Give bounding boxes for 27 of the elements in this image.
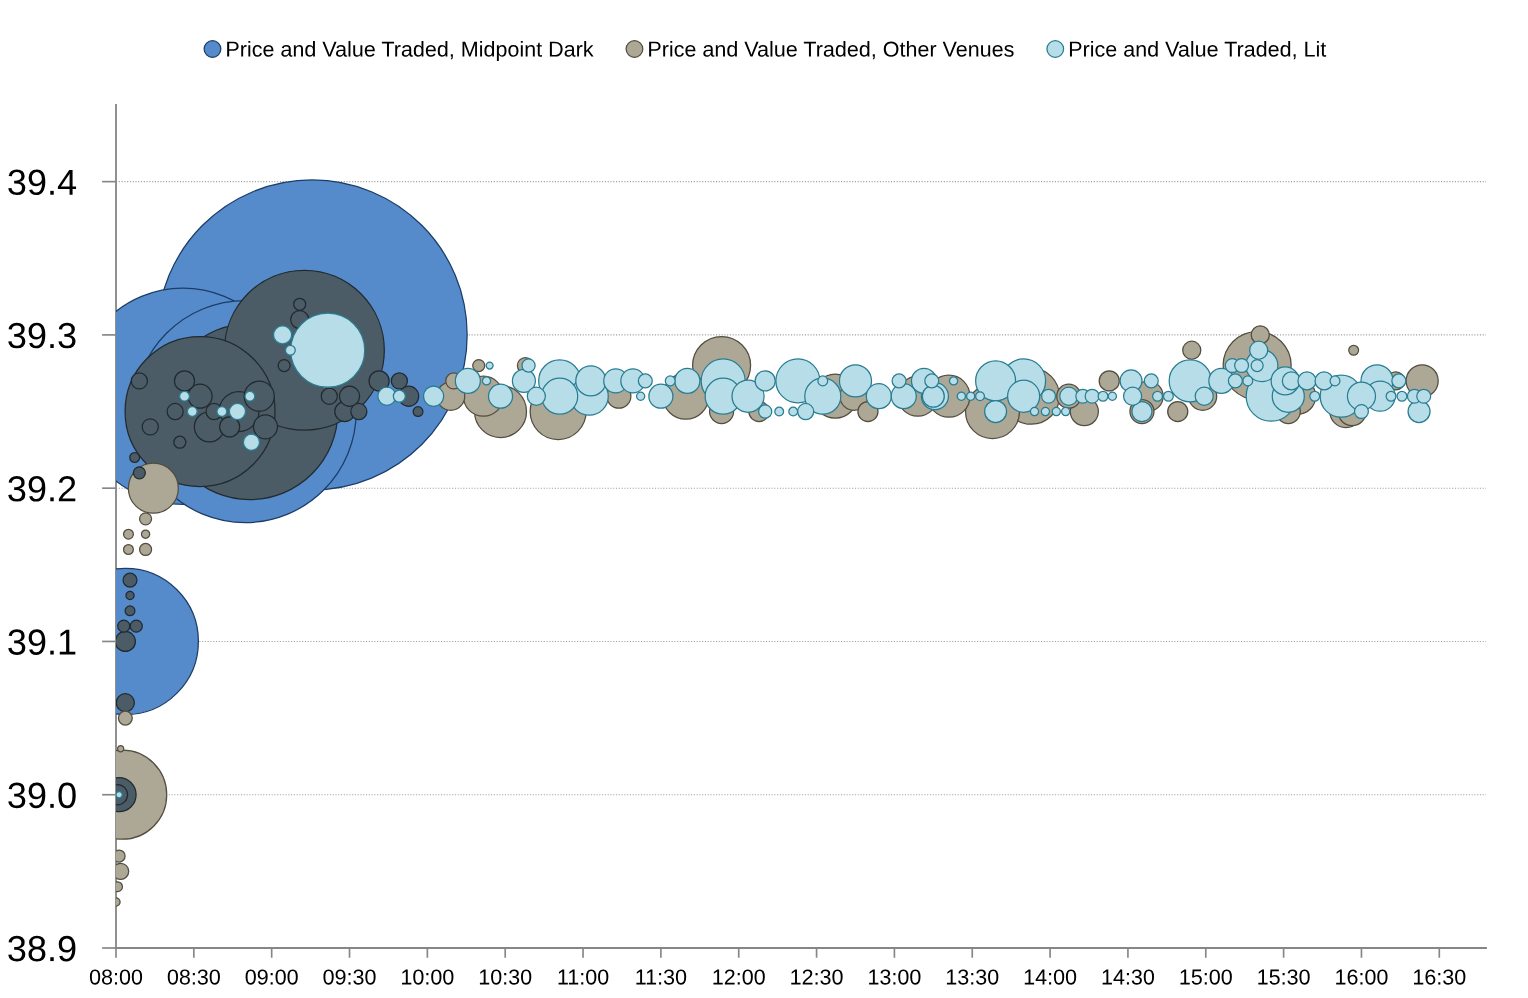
x-tick-label: 08:30: [167, 969, 220, 985]
x-tick-label: 11:00: [558, 969, 609, 985]
x-tick-label: 15:30: [1258, 969, 1310, 985]
y-tick-label: 39.2: [8, 476, 76, 502]
legend-label: Price and Value Traded, Other Venues: [649, 40, 1014, 60]
x-tick-label: 12:30: [791, 969, 843, 985]
x-tick-label: 16:30: [1414, 969, 1466, 985]
x-tick-label: 14:00: [1024, 969, 1077, 985]
x-tick-label: 14:30: [1102, 969, 1155, 985]
x-tick-label: 08:00: [89, 969, 143, 985]
x-tick-label: 13:00: [869, 969, 921, 985]
x-tick-label: 11:30: [636, 969, 687, 985]
legend-label: Price and Value Traded, Lit: [1069, 40, 1327, 60]
x-tick-label: 13:30: [946, 969, 999, 985]
x-tick-label: 09:00: [245, 969, 298, 985]
x-tick-label: 12:00: [713, 969, 765, 985]
x-tick-label: 15:00: [1180, 969, 1232, 985]
x-tick-label: 10:30: [479, 969, 532, 985]
x-tick-label: 09:30: [323, 969, 376, 985]
y-tick-label: 38.9: [8, 935, 76, 962]
y-tick-label: 39.0: [8, 782, 76, 809]
legend-label: Price and Value Traded, Midpoint Dark: [227, 40, 594, 62]
y-tick-label: 39.3: [8, 322, 76, 349]
y-tick-label: 39.1: [8, 629, 76, 655]
x-tick-label: 10:00: [402, 969, 454, 985]
x-tick-label: 16:00: [1336, 969, 1388, 985]
y-tick-label: 39.4: [8, 169, 77, 196]
